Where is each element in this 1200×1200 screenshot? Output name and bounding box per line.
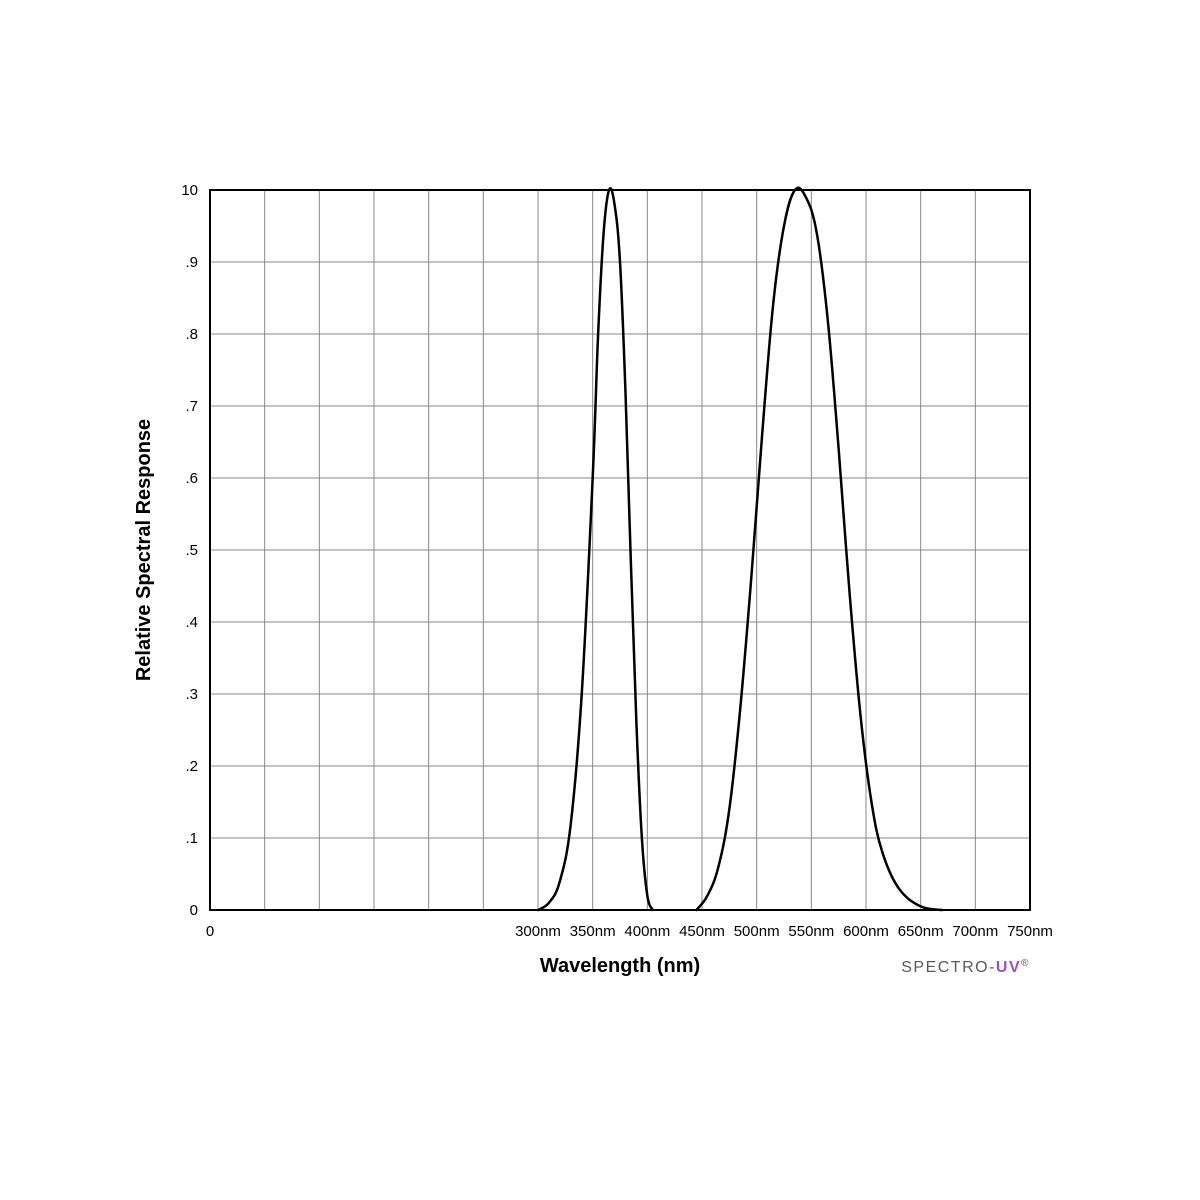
y-tick-label: .7 — [185, 398, 198, 415]
brand-label: SPECTRO-UV® — [901, 958, 1030, 976]
x-tick-label: 650nm — [898, 923, 944, 940]
x-tick-label: 0 — [206, 923, 214, 940]
y-tick-label: .1 — [185, 830, 198, 847]
y-axis-label: Relative Spectral Response — [133, 419, 155, 681]
y-tick-label: .3 — [185, 686, 198, 703]
y-tick-label: .9 — [185, 254, 198, 271]
x-tick-label: 600nm — [843, 923, 889, 940]
x-tick-label: 750nm — [1007, 923, 1053, 940]
spectral-response-chart: 0 300nm 350nm 400nm 450nm 500nm 550nm 600nm 650n… — [0, 0, 1200, 1200]
y-tick-label: .6 — [185, 470, 198, 487]
x-tick-label: 550nm — [788, 923, 834, 940]
x-tick-label: 700nm — [952, 923, 998, 940]
x-tick-label: 500nm — [734, 923, 780, 940]
y-tick-label: .2 — [185, 758, 198, 775]
y-tick-label: .5 — [185, 542, 198, 559]
y-tick-label: 10 — [181, 182, 198, 199]
y-tick-label: .8 — [185, 326, 198, 343]
y-tick-label: 0 — [190, 902, 198, 919]
x-tick-label: 400nm — [624, 923, 670, 940]
x-tick-label: 450nm — [679, 923, 725, 940]
x-axis-label: Wavelength (nm) — [540, 955, 700, 977]
y-tick-label: .4 — [185, 614, 198, 631]
x-tick-label: 350nm — [570, 923, 616, 940]
x-tick-label: 300nm — [515, 923, 561, 940]
